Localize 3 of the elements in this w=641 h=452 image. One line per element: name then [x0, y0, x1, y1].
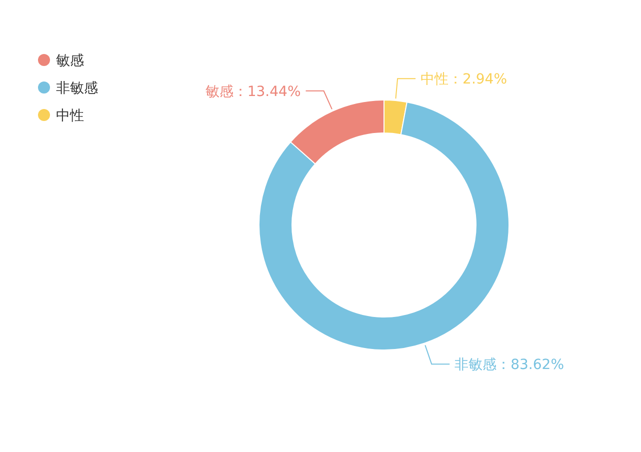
legend-label: 非敏感 — [56, 80, 98, 96]
legend-label: 敏感 — [56, 53, 84, 69]
legend-label: 中性 — [56, 108, 84, 124]
